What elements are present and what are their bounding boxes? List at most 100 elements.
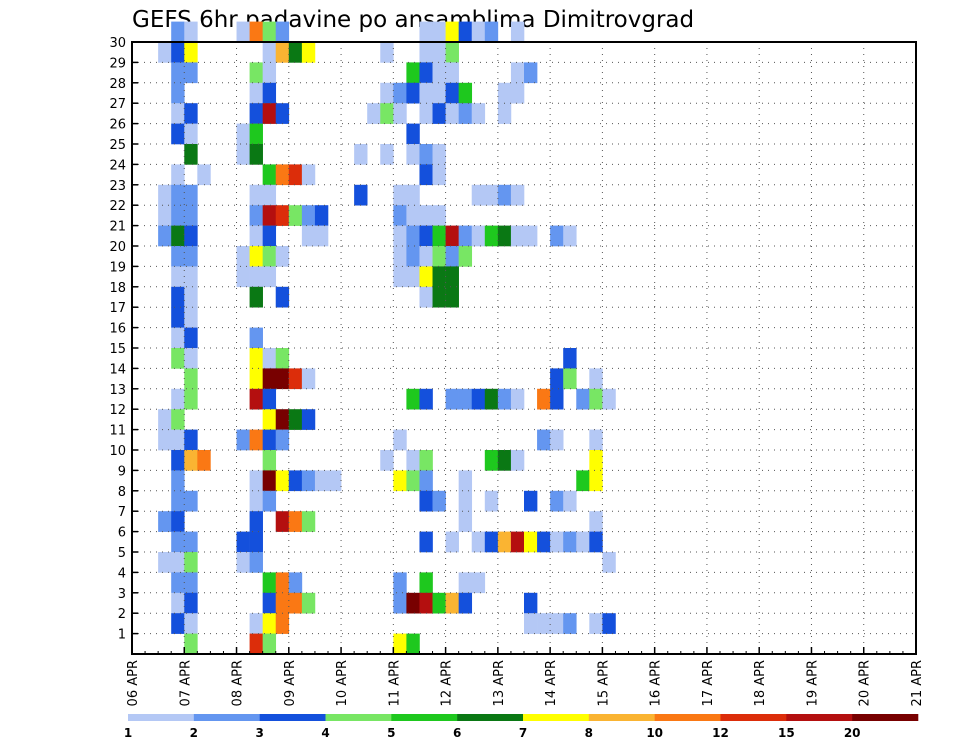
heatmap-cell <box>510 184 525 206</box>
heatmap-cell <box>484 21 499 43</box>
x-tick-label: 20 APR <box>858 660 873 706</box>
y-tick-label: 22 <box>109 199 126 214</box>
heatmap-cell <box>275 429 290 451</box>
heatmap-cell <box>510 531 525 553</box>
heatmap-cell <box>184 62 198 84</box>
heatmap-cell <box>171 42 185 63</box>
heatmap-cell <box>537 429 551 451</box>
heatmap-cell <box>171 409 185 430</box>
heatmap-cell <box>458 490 473 512</box>
heatmap-cell <box>484 225 499 247</box>
heatmap-cell <box>602 388 616 410</box>
heatmap-cell <box>445 246 459 267</box>
heatmap-cell <box>484 184 499 206</box>
y-axis-ticks: 1234567891011121314151617181920212223242… <box>109 36 138 643</box>
heatmap-cell <box>171 307 185 328</box>
heatmap-cell <box>288 409 303 430</box>
x-tick-label: 19 APR <box>805 660 820 706</box>
heatmap-cell <box>484 388 499 410</box>
y-tick-label: 11 <box>109 424 126 439</box>
heatmap-cell <box>184 327 198 349</box>
heatmap-cell <box>445 21 459 43</box>
y-tick-label: 26 <box>109 118 126 133</box>
heatmap-cell <box>262 368 277 390</box>
heatmap-cell <box>550 429 564 451</box>
heatmap-cell <box>171 205 185 226</box>
heatmap-cell <box>184 450 198 471</box>
heatmap-cell <box>171 123 185 145</box>
heatmap-cell <box>262 246 277 267</box>
heatmap-cell <box>171 348 185 369</box>
heatmap-cell <box>354 144 368 165</box>
y-tick-label: 6 <box>118 526 126 541</box>
heatmap-cell <box>563 613 577 634</box>
heatmap-cell <box>184 613 198 634</box>
heatmap-cell <box>484 490 499 512</box>
heatmap-cell <box>249 388 263 410</box>
heatmap-cell <box>419 205 433 226</box>
heatmap-cell <box>158 205 172 226</box>
y-tick-label: 20 <box>109 240 126 255</box>
heatmap-cell <box>249 21 263 43</box>
y-tick-label: 13 <box>109 383 126 398</box>
heatmap-cell <box>249 531 263 553</box>
heatmap-cell <box>419 103 433 124</box>
heatmap-cell <box>184 246 198 267</box>
x-tick-label: 11 APR <box>387 660 402 706</box>
heatmap-cell <box>471 184 486 206</box>
heatmap-cell <box>432 266 446 288</box>
heatmap-cell <box>184 123 198 145</box>
heatmap-cell <box>184 286 198 308</box>
y-tick-label: 19 <box>109 260 126 275</box>
x-axis-ticks: 06 APR 07 APR 08 APR 09 APR 10 APR 11 APR 12 A… <box>126 647 925 706</box>
y-tick-label: 16 <box>109 322 126 337</box>
x-tick-label: 16 APR <box>649 660 664 706</box>
heatmap-cell <box>550 490 564 512</box>
heatmap-cell <box>249 490 263 512</box>
heatmap-cell <box>393 246 407 267</box>
heatmap-cell <box>184 490 198 512</box>
heatmap-cell <box>184 348 198 369</box>
heatmap-cell <box>432 62 446 84</box>
heatmap-cell <box>445 103 459 124</box>
x-tick-label: 08 APR <box>231 660 246 706</box>
heatmap-cell <box>406 266 420 288</box>
heatmap-cell <box>184 388 198 410</box>
heatmap-cell <box>171 552 185 573</box>
y-tick-label: 25 <box>109 138 126 153</box>
heatmap-cell <box>249 266 263 288</box>
heatmap-cell <box>471 531 486 553</box>
heatmap-cell <box>432 144 446 165</box>
heatmap-cell <box>445 225 459 247</box>
heatmap-cell <box>589 613 603 634</box>
color-legend: 1 2 3 4 5 6 7 8 10 12 15 20 <box>124 714 919 740</box>
heatmap-cell <box>158 42 172 63</box>
heatmap-cell <box>458 103 473 124</box>
heatmap-cell <box>484 450 499 471</box>
heatmap-cell <box>393 205 407 226</box>
heatmap-cell <box>262 429 277 451</box>
legend-swatch <box>523 714 590 721</box>
heatmap-cell <box>380 103 394 124</box>
heatmap-cell <box>419 470 433 492</box>
heatmap-cell <box>184 42 198 63</box>
heatmap-cell <box>576 470 590 492</box>
heatmap-cell <box>576 531 590 553</box>
heatmap-cell <box>602 613 616 634</box>
heatmap-cell <box>262 205 277 226</box>
heatmap-cell <box>262 613 277 634</box>
heatmap-cell <box>171 246 185 267</box>
legend-swatch <box>852 714 919 721</box>
legend-label: 3 <box>255 726 263 740</box>
heatmap-cell <box>249 470 263 492</box>
x-tick-label: 18 APR <box>753 660 768 706</box>
heatmap-cell <box>419 286 433 308</box>
heatmap-cell <box>524 592 538 614</box>
heatmap-cell <box>589 450 603 471</box>
heatmap-cell <box>236 21 250 43</box>
heatmap-cell <box>184 592 198 614</box>
heatmap-cell <box>171 184 185 206</box>
heatmap-cell <box>471 572 486 594</box>
heatmap-cell <box>275 592 290 614</box>
heatmap-cell <box>288 205 303 226</box>
